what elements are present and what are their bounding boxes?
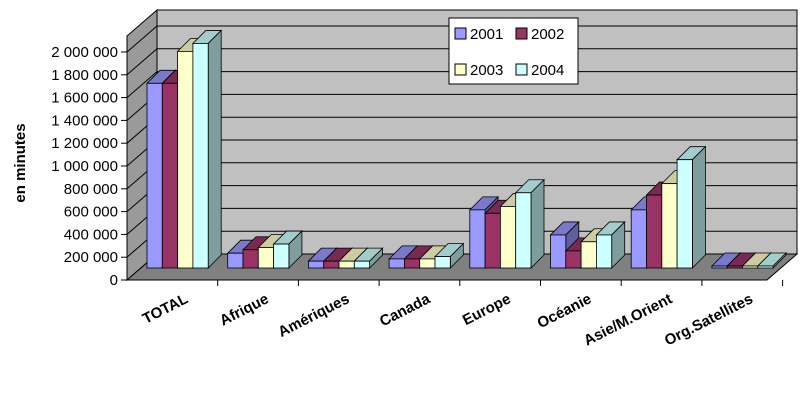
category-label: Océanie bbox=[535, 290, 595, 332]
bar-front bbox=[757, 265, 774, 269]
y-tick-label: 1 800 000 bbox=[51, 67, 118, 84]
bar-side bbox=[692, 145, 706, 269]
category-label: Amériques bbox=[275, 290, 352, 340]
category-label: Canada bbox=[377, 290, 434, 330]
bar-2004-Europe bbox=[514, 178, 545, 269]
bar-front bbox=[711, 265, 728, 269]
y-axis: 0 200 000 400 000 600 000 800 000 1 000 000 1 … bbox=[51, 44, 784, 289]
bar-front bbox=[353, 260, 370, 269]
legend-swatch bbox=[454, 63, 467, 76]
y-tick-label: 2 000 000 bbox=[51, 44, 118, 61]
bar-front bbox=[177, 51, 194, 269]
category-label: Asie/M.Orient bbox=[581, 290, 675, 349]
category-label: TOTAL bbox=[140, 290, 191, 327]
bar-front bbox=[419, 258, 436, 269]
bar-2004-Amériques bbox=[353, 247, 384, 269]
legend-label: 2003 bbox=[470, 62, 503, 79]
y-tick-label: 1 200 000 bbox=[51, 135, 118, 152]
bar-2004-Asie/M.Orient bbox=[676, 145, 707, 269]
y-tick-label: 1 000 000 bbox=[51, 158, 118, 175]
y-tick-label: 1 600 000 bbox=[51, 90, 118, 107]
bar-front bbox=[630, 209, 647, 269]
bar-front bbox=[323, 260, 340, 269]
bar-front bbox=[161, 82, 179, 269]
legend-box bbox=[448, 17, 579, 85]
bar-front bbox=[273, 243, 290, 269]
y-axis-label: en minutes bbox=[12, 123, 29, 202]
bar-front bbox=[550, 234, 567, 269]
bar-front bbox=[499, 206, 517, 269]
legend-swatch bbox=[515, 63, 528, 76]
bar-2004-Canada bbox=[434, 242, 465, 269]
y-tick-label: 1 400 000 bbox=[51, 112, 118, 129]
category-labels: TOTAL Afrique Amériques Canada Europe Océanie… bbox=[140, 290, 756, 349]
bar-side bbox=[530, 178, 545, 269]
legend: 2001 2002 2003 2004 bbox=[448, 17, 579, 85]
bar-2004-Org.Satellites bbox=[756, 252, 788, 269]
bar-front bbox=[192, 43, 209, 269]
category-label: Org.Satellites bbox=[662, 290, 756, 349]
bar-front bbox=[726, 265, 743, 269]
bars bbox=[146, 29, 788, 269]
bar-front bbox=[469, 209, 486, 269]
legend-label: 2002 bbox=[531, 26, 564, 43]
legend-swatch bbox=[515, 27, 528, 40]
bar-front bbox=[661, 183, 678, 269]
bar-front bbox=[242, 249, 259, 269]
bar-front bbox=[434, 256, 451, 269]
bar-front bbox=[565, 250, 582, 269]
gridline-side bbox=[126, 48, 158, 76]
category-label: Afrique bbox=[217, 290, 271, 329]
y-tick-label: 200 000 bbox=[64, 249, 118, 266]
legend-swatch bbox=[454, 27, 467, 40]
bar-front bbox=[484, 212, 501, 269]
bar-2004-Afrique bbox=[272, 230, 303, 269]
category-label: Europe bbox=[460, 290, 514, 329]
bar-front bbox=[515, 192, 532, 269]
legend-label: 2004 bbox=[531, 62, 564, 79]
bar-front bbox=[403, 258, 421, 269]
gridline-side bbox=[126, 25, 158, 53]
bar-front bbox=[388, 258, 405, 269]
bar-front bbox=[146, 82, 163, 269]
bar-front bbox=[227, 252, 244, 269]
bar-front bbox=[676, 159, 693, 269]
bar-front bbox=[307, 260, 325, 269]
bar-2004-TOTAL bbox=[191, 29, 223, 269]
bar-front bbox=[338, 260, 355, 269]
bar-front bbox=[742, 265, 759, 269]
bar-front bbox=[257, 247, 274, 269]
y-tick-label: 800 000 bbox=[64, 181, 118, 198]
bar-front bbox=[646, 194, 663, 269]
y-tick-label: 400 000 bbox=[64, 226, 118, 243]
y-tick-label: 600 000 bbox=[64, 204, 118, 221]
bar-front bbox=[580, 241, 597, 269]
bar-front bbox=[596, 234, 613, 269]
bar-side bbox=[207, 29, 222, 269]
bar-2004-Océanie bbox=[595, 220, 626, 269]
y-tick-label: 0 bbox=[110, 272, 118, 289]
gridline-side bbox=[126, 71, 158, 98]
legend-label: 2001 bbox=[470, 26, 503, 43]
